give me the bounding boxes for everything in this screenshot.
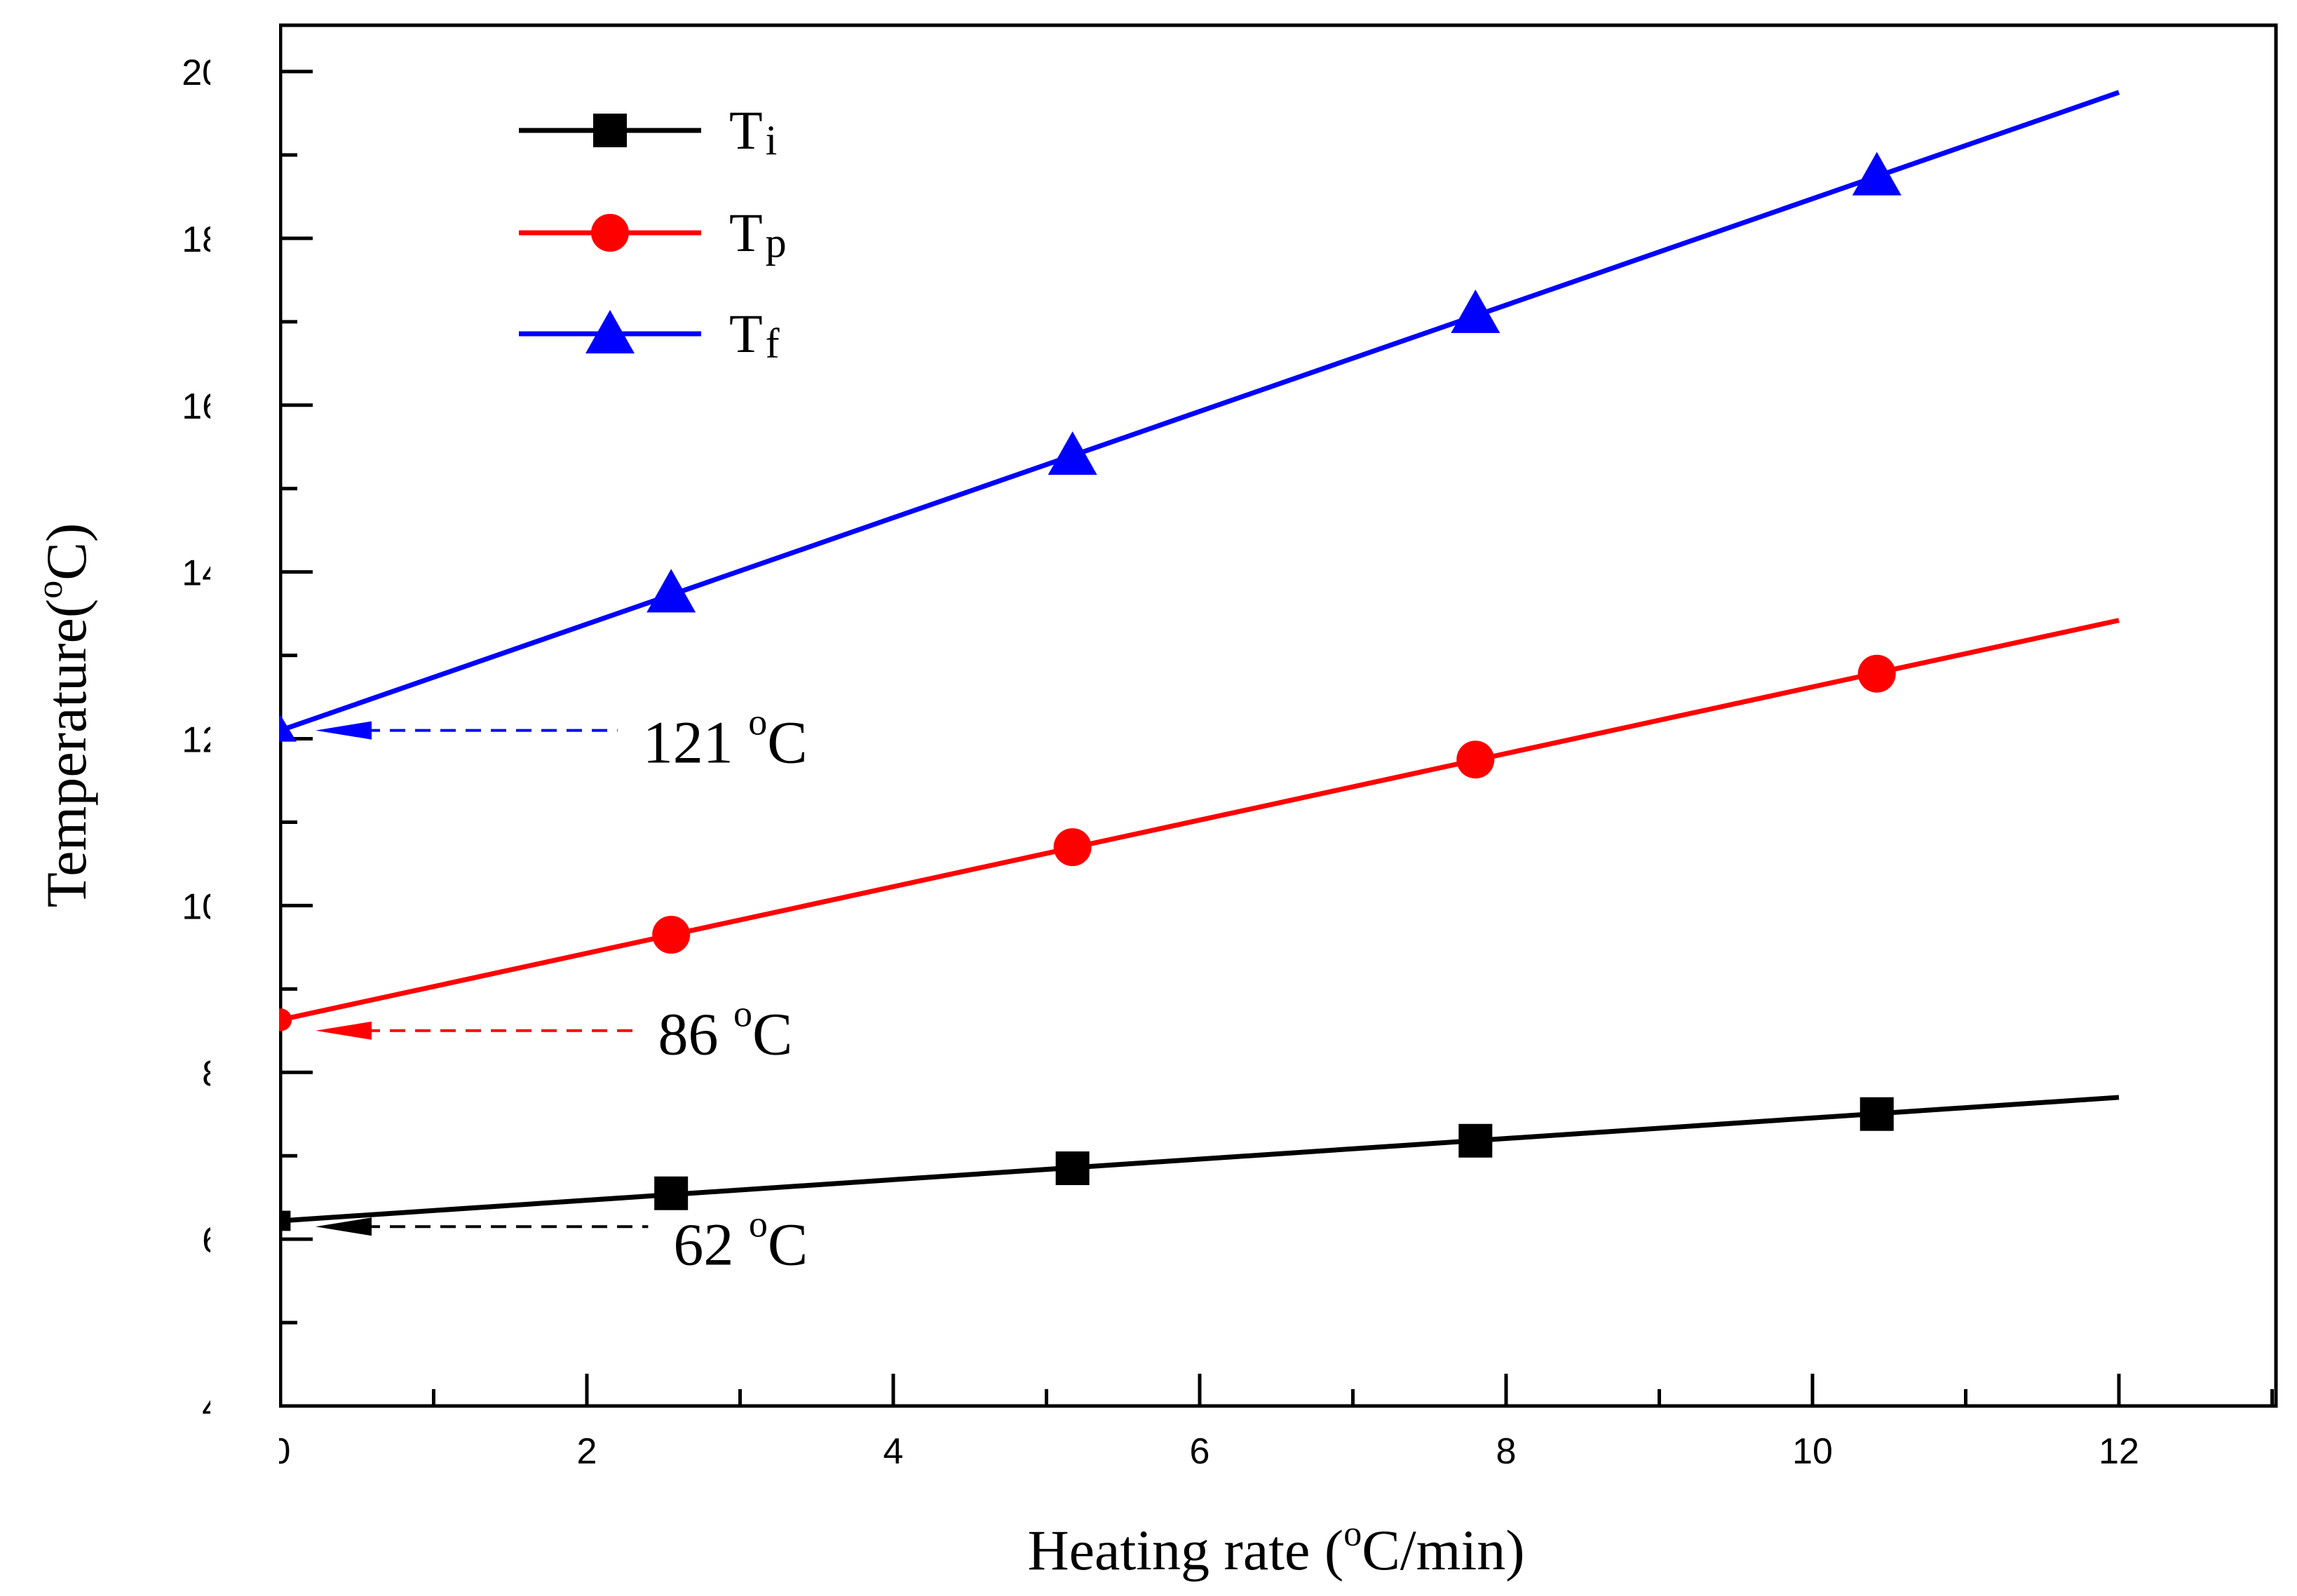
data-point-Ti <box>1859 1097 1894 1131</box>
series-line-Ti <box>280 1095 2120 1224</box>
legend-marker-Tf <box>585 310 635 353</box>
x-tick-label: 10 <box>1792 1431 1833 1472</box>
data-point-Tp <box>1456 740 1495 779</box>
x-tick-label: 8 <box>1496 1431 1517 1472</box>
data-point-Tp <box>1857 654 1896 693</box>
annotation-label: 86 oC <box>658 993 793 1068</box>
x-axis-title: Heating rate (oC/min) <box>1027 1514 1524 1582</box>
x-tick-label: 4 <box>883 1431 904 1472</box>
data-point-Ti <box>654 1176 689 1210</box>
data-point-Tf <box>1451 289 1500 333</box>
series-line-Tp <box>280 618 2120 1022</box>
data-point-Tf <box>646 569 696 613</box>
legend-marker-Ti <box>593 114 627 147</box>
data-point-Ti <box>1055 1151 1090 1186</box>
legend-label-Tp: Tp <box>729 202 787 266</box>
legend-label-Ti: Ti <box>729 100 777 163</box>
series-line-Tf <box>279 90 2120 733</box>
annotation-label: 62 oC <box>673 1203 808 1278</box>
legend-label-Tf: Tf <box>729 303 780 367</box>
data-point-Tp <box>652 916 691 954</box>
x-tick-label: 6 <box>1190 1431 1210 1472</box>
y-axis-title: Temperature(oC) <box>30 523 98 907</box>
annotation-arrow-head <box>316 1021 372 1040</box>
x-tick-label: 12 <box>2099 1431 2139 1472</box>
data-point-Tf <box>1852 151 1902 196</box>
annotation-arrow-head <box>316 721 372 740</box>
x-tick-label: 2 <box>577 1431 597 1472</box>
annotation-label: 121 oC <box>643 701 808 776</box>
data-point-Tp <box>1053 828 1092 867</box>
data-point-Ti <box>1458 1123 1493 1158</box>
axis-mask <box>210 0 279 1596</box>
data-point-Tf <box>1048 431 1097 475</box>
annotation-arrow-head <box>316 1217 372 1236</box>
legend-marker-Tp <box>591 214 629 252</box>
